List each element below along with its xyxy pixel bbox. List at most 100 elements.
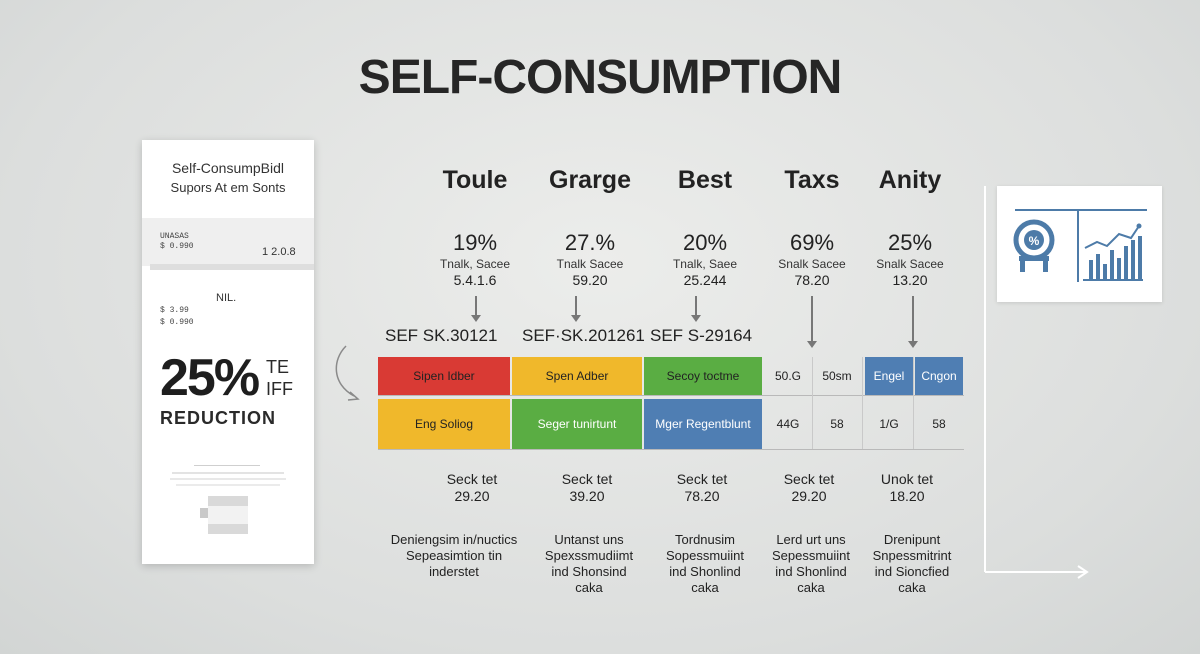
down-arrow-icon [691, 296, 701, 322]
description-line: ind Sioncfied [874, 564, 950, 579]
column-footer-label: Seck tet [676, 471, 728, 487]
description-line: caka [691, 580, 719, 595]
grid-cell: 44G [776, 417, 800, 431]
description-line: Tordnusim [675, 532, 735, 547]
placeholder-tab [200, 508, 208, 518]
grid-divider [862, 357, 863, 449]
column-percent: 19% [452, 230, 498, 255]
grid-divider [812, 357, 813, 449]
down-arrow-icon [471, 296, 481, 322]
card-tiny1: UNASAS [160, 232, 189, 241]
icon-panel-graphic: % [1013, 209, 1147, 282]
grid-cell: 58 [932, 417, 946, 431]
description-line: caka [575, 580, 603, 595]
column-header: Best [677, 166, 733, 194]
grid-cell: 1/G [879, 417, 899, 431]
description-line: inderstet [429, 564, 479, 579]
grid-bottom-line [378, 449, 964, 450]
column-code: SEF S-29164 [650, 326, 753, 345]
suffix-iff: IFF [266, 379, 293, 399]
fine-print-line [170, 478, 286, 480]
grid-cell: Secoy toctme [644, 357, 762, 395]
column-sublabel: Tnalk, Sacee [439, 257, 511, 271]
page-title: SELF-CONSUMPTION [358, 51, 843, 104]
placeholder-bar-top [208, 496, 248, 506]
column-description: Deniengsim in/nuctics Sepeasimtion tin ind… [384, 532, 524, 580]
column-description: Drenipunt Snpessmitrint ind Sioncfied caka [842, 532, 982, 596]
description-line: Untanst uns [554, 532, 624, 547]
column-description: Tordnusim Sopessmuiint ind Shonlind caka [635, 532, 775, 596]
bracket-arrow-icon [984, 186, 1089, 579]
description-line: Deniengsim in/nuctics [390, 532, 518, 547]
down-arrow-icon [908, 296, 918, 348]
column-footer-value: 78.20 [684, 488, 720, 504]
grid-row-divider [378, 395, 964, 396]
description-line: Sopessmuiint [665, 548, 745, 563]
curved-arrow-icon [335, 345, 360, 401]
column-code: SEF·SK.201261 [522, 326, 645, 345]
column-subvalue: 78.20 [794, 272, 830, 288]
grid-divider [913, 357, 914, 449]
description-line: Sepessmuiint [771, 548, 851, 563]
description-line: ind Shonlind [775, 564, 847, 579]
grid-cell: Eng Soliog [378, 399, 510, 449]
column-footer-value: 29.20 [791, 488, 827, 504]
description-line: ind Shonlind [669, 564, 741, 579]
card-header: Self-ConsumpBidl Supors At em Sonts [142, 140, 314, 220]
column-description: Lerd urt uns Sepessmuiint ind Shonlind caka [741, 532, 881, 596]
icon-panel: % [997, 186, 1162, 302]
grid-cell: Cngon [915, 357, 963, 395]
description-line: Spexssmudiimt [544, 548, 634, 563]
card-value1: 1 2.0.8 [262, 246, 296, 258]
column-percent: 27.% [564, 230, 616, 255]
column-percent: 20% [682, 230, 728, 255]
description-line: caka [797, 580, 825, 595]
column-footer-label: Seck tet [561, 471, 613, 487]
description-line: Sepeasimtion tin [405, 548, 503, 563]
down-arrow-icon [571, 296, 581, 322]
card-band [142, 218, 314, 266]
column-header: Toule [442, 166, 508, 194]
column-sublabel: Snalk Sacee [778, 257, 846, 271]
grid-cell: Mger Regentblunt [644, 399, 762, 449]
description-line: Drenipunt [883, 532, 941, 547]
column-footer-label: Seck tet [783, 471, 835, 487]
column-subvalue: 13.20 [892, 272, 928, 288]
description-line: Snpessmitrint [872, 548, 952, 563]
placeholder-bar-bottom [208, 524, 248, 534]
reduction-percent: 25% [160, 349, 260, 407]
column-percent: 69% [789, 230, 835, 255]
column-footer-value: 18.20 [889, 488, 925, 504]
svg-text:%: % [1029, 234, 1040, 248]
column-header: Grarge [549, 166, 631, 194]
grid-cell: Sipen Idber [378, 357, 510, 395]
reduction-label: REDUCTION [160, 408, 276, 428]
description-line: ind Shonsind [551, 564, 627, 579]
column-footer-value: 39.20 [569, 488, 605, 504]
description-line: Lerd urt uns [776, 532, 846, 547]
reduction-suffix: TE IFF [266, 356, 293, 400]
percent-gauge-icon: % [1013, 219, 1055, 272]
column-description: Untanst uns Spexssmudiimt ind Shonsind caka [519, 532, 659, 596]
column-code: SEF SK.30121 [385, 326, 498, 345]
column-subvalue: 59.20 [572, 272, 608, 288]
column-footer-label: Seck tet [446, 471, 498, 487]
column-subvalue: 5.4.1.6 [453, 272, 497, 288]
description-line: caka [898, 580, 926, 595]
card-line2: Supors At em Sonts [170, 180, 286, 195]
grid-cell: 50sm [822, 369, 852, 383]
bar-chart-icon [1083, 223, 1143, 281]
column-header: Anity [878, 166, 942, 194]
column-header: Taxs [784, 166, 840, 194]
column-footer-label: Unok tet [880, 471, 934, 487]
grid-cell: 50.G [774, 369, 801, 383]
fine-print-line [176, 484, 280, 486]
fine-print-line [172, 472, 284, 474]
column-percent: 25% [887, 230, 933, 255]
grid-cell: 58 [830, 417, 844, 431]
card-tiny4: $ 0.990 [160, 318, 194, 327]
column-sublabel: Tnalk Sacee [556, 257, 624, 271]
card-label-nil: NIL. [216, 292, 237, 304]
grid-cell: Seger tunirtunt [512, 399, 642, 449]
suffix-te: TE [266, 357, 290, 377]
